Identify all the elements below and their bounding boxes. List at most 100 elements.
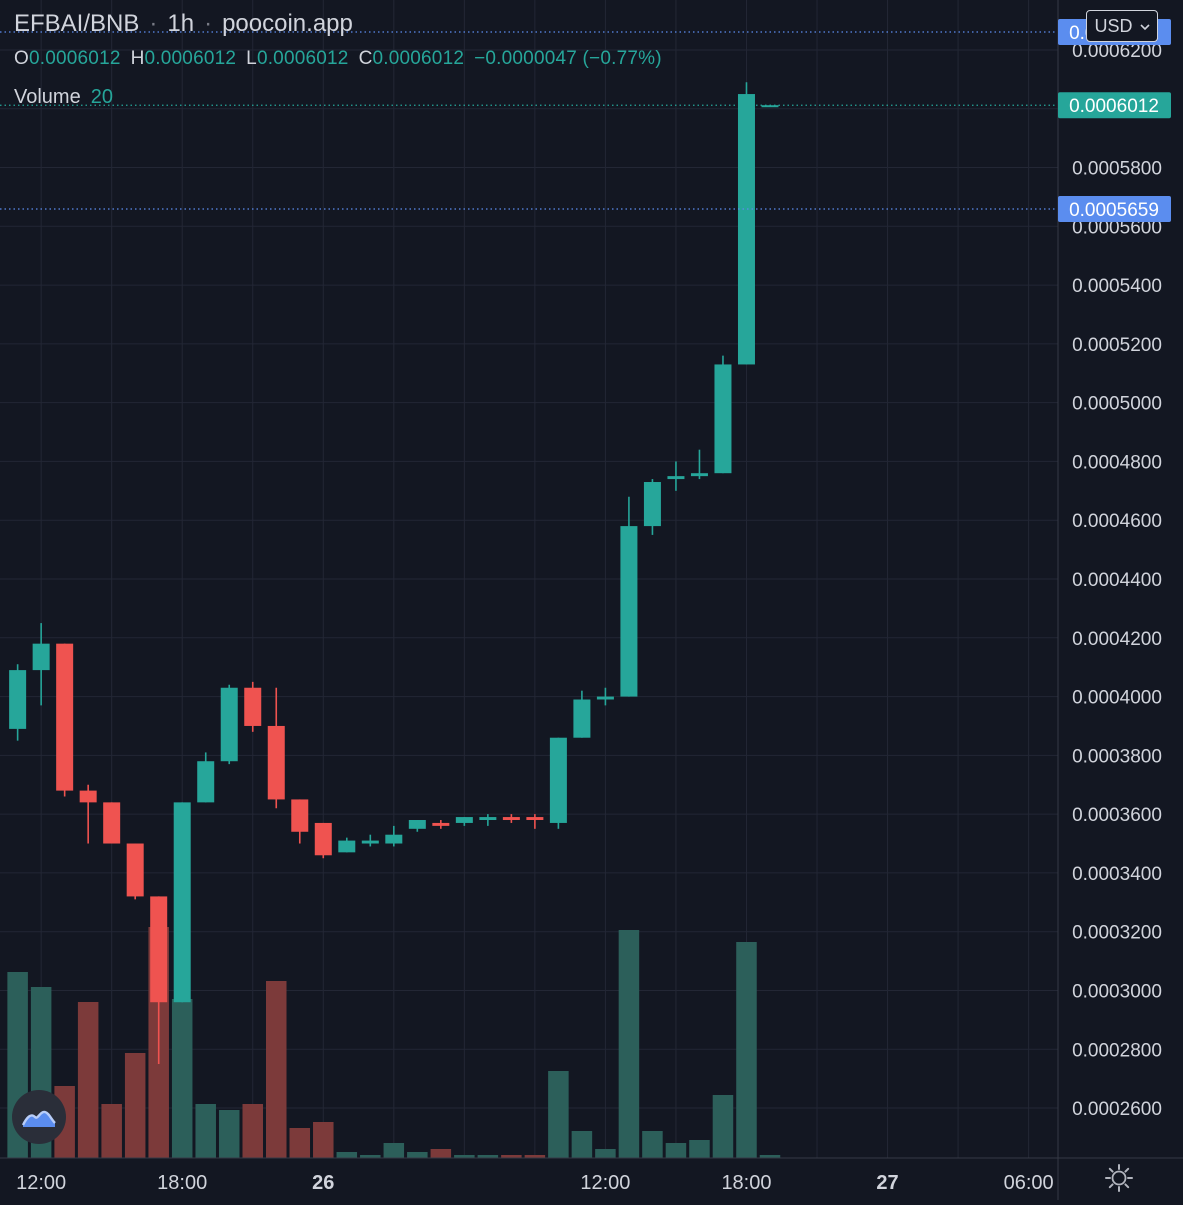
candle-body (291, 799, 309, 832)
currency-selector[interactable]: USD (1086, 10, 1158, 42)
candle-body (314, 822, 332, 856)
candle-body (32, 643, 50, 671)
volume-bar (383, 1143, 405, 1158)
candle-body (432, 822, 450, 826)
price-tag (1058, 195, 1171, 222)
volume-bar (665, 1143, 687, 1158)
candle-body (56, 643, 74, 791)
low-value: 0.0006012 (256, 48, 349, 69)
candle-body (737, 94, 755, 365)
price-tick-label: 0.0004000 (1072, 688, 1162, 709)
volume-value: 20 (90, 86, 113, 108)
volume-bar (101, 1104, 122, 1158)
price-axis-background (1058, 0, 1183, 1200)
chevron-down-icon (1139, 24, 1150, 31)
currency-label: USD (1094, 16, 1133, 36)
candle-body (267, 725, 285, 800)
price-tick-label: 0.0003000 (1072, 981, 1162, 1002)
candle-body (244, 687, 262, 726)
volume-bar (336, 1152, 358, 1158)
price-tick-label: 0.0006200 (1072, 41, 1162, 62)
price-tick-label: 0.0003200 (1072, 923, 1162, 944)
close-label: C (358, 48, 373, 69)
change-value: −0.0000047 (−0.77%) (474, 48, 662, 69)
volume-bar (407, 1152, 428, 1158)
price-tick-label: 0.0004800 (1072, 452, 1162, 473)
candle-body (197, 761, 215, 803)
candle-layer (9, 82, 779, 1064)
volume-bar (171, 999, 193, 1158)
price-tick-label: 0.0003800 (1072, 746, 1162, 767)
price-tag-label: 0.0005659 (1069, 200, 1159, 221)
volume-bar (618, 930, 640, 1158)
volume-bar (124, 1053, 146, 1158)
volume-bar (218, 1110, 240, 1158)
price-tick-label: 0.0003600 (1072, 805, 1162, 826)
time-tick-label: 12:00 (16, 1172, 66, 1194)
candle-body (150, 896, 168, 1003)
volume-bar (195, 1104, 216, 1158)
time-tick-label: 18:00 (157, 1172, 207, 1194)
time-tick-label: 12:00 (580, 1172, 630, 1194)
volume-label: Volume (14, 86, 81, 108)
volume-bar (360, 1155, 381, 1158)
chart-legend: EFBAI/BNB · 1h · poocoin.app (14, 10, 353, 38)
candle-body (173, 802, 191, 1003)
legend-symbol: EFBAI/BNB (14, 10, 140, 37)
close-value: 0.0006012 (372, 48, 465, 69)
candle-body (361, 840, 379, 844)
candle-body (103, 802, 121, 844)
candle-body (385, 834, 403, 844)
candle-body (220, 687, 238, 762)
time-tick-label: 26 (312, 1172, 334, 1194)
candle-body (643, 482, 661, 527)
candle-body (126, 843, 144, 897)
volume-bar (736, 942, 757, 1158)
price-tick-label: 0.0004600 (1072, 511, 1162, 532)
ohlc-readout: O0.0006012 H0.0006012 L0.0006012 C0.0006012… (14, 48, 662, 70)
settings-gear-icon[interactable] (1104, 1163, 1134, 1193)
price-lines (0, 31, 1058, 210)
volume-bar (524, 1155, 546, 1158)
time-tick-label: 06:00 (1004, 1172, 1054, 1194)
high-value: 0.0006012 (144, 48, 237, 69)
volume-bar (642, 1131, 663, 1158)
candle-body (9, 670, 27, 729)
tradingview-logo-icon (21, 1110, 56, 1127)
volume-bar (454, 1155, 475, 1158)
price-tick-label: 0.0002800 (1072, 1040, 1162, 1061)
candle-body (620, 526, 638, 697)
volume-bar (289, 1128, 311, 1158)
candle-body (79, 790, 97, 803)
price-tick-label: 0.0005600 (1072, 217, 1162, 238)
low-label: L (246, 48, 257, 69)
volume-bar (501, 1155, 522, 1158)
price-tag (1058, 92, 1171, 119)
price-tick-label: 0.0004400 (1072, 570, 1162, 591)
legend-source: poocoin.app (222, 10, 353, 37)
logo-button[interactable] (12, 1090, 66, 1144)
volume-bar (548, 1071, 569, 1158)
candle-body (573, 699, 591, 738)
open-value: 0.0006012 (28, 48, 121, 69)
volume-bar (313, 1122, 334, 1158)
candle-body (455, 817, 473, 823)
candle-body (502, 817, 520, 821)
volume-readout: Volume 20 (14, 86, 113, 109)
legend-separator: · (149, 10, 158, 37)
time-tick-label: 27 (876, 1172, 898, 1194)
volume-bar (595, 1149, 616, 1158)
candle-body (667, 476, 685, 480)
price-tick-label: 0.0005800 (1072, 159, 1162, 180)
legend-interval: 1h (167, 10, 195, 37)
volume-bar (571, 1131, 593, 1158)
candle-body (690, 473, 708, 477)
candle-body (549, 737, 567, 823)
volume-bar (242, 1104, 263, 1158)
volume-bar (712, 1095, 734, 1158)
price-tick-label: 0.0005400 (1072, 276, 1162, 297)
price-tag-label: 0.0006012 (1069, 96, 1159, 117)
